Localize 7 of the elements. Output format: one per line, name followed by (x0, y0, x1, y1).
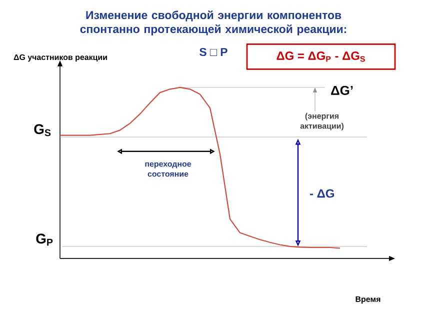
chart-subtitle: S □ P (200, 48, 228, 56)
ref-line-label: ΔG’ (331, 86, 353, 95)
annotation: - ΔG (310, 189, 334, 198)
text: ΔG = ΔG$_{P}$ - ΔG$_{S}$ (276, 52, 365, 62)
ref-line-label: G$_{S}$ (34, 124, 51, 136)
chart-title: Изменение свободной энергии компонентов спонтанно протекающей химической реакции: (80, 10, 346, 36)
ref-line-label: G$_{P}$ (36, 234, 53, 246)
